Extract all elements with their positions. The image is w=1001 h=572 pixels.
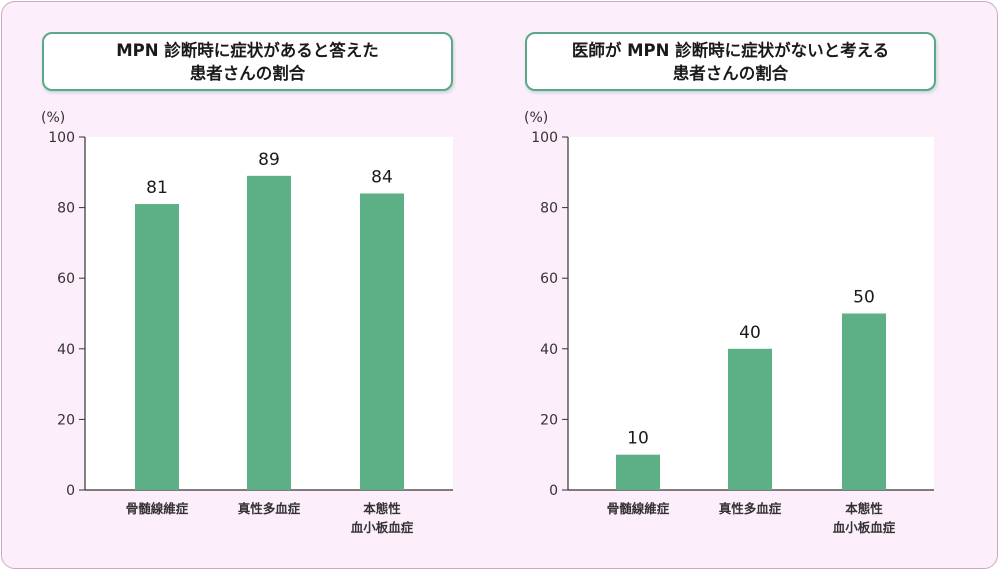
left-y-tick-label: 20 bbox=[57, 412, 75, 428]
right-y-tick-label: 60 bbox=[540, 271, 558, 287]
left-chart-title: MPN 診断時に症状があると答えた 患者さんの割合 bbox=[116, 40, 379, 83]
right-y-unit-label: (%) bbox=[524, 110, 548, 126]
left-bar bbox=[360, 193, 404, 491]
left-chart-title-box: MPN 診断時に症状があると答えた 患者さんの割合 bbox=[42, 32, 453, 91]
right-chart-title: 医師が MPN 診断時に症状がないと考える 患者さんの割合 bbox=[571, 40, 890, 83]
left-y-tick-label: 100 bbox=[48, 130, 75, 146]
left-category-label: 本態性 bbox=[363, 501, 401, 516]
left-category-label: 骨髄線維症 bbox=[126, 501, 189, 516]
left-y-tick-label: 80 bbox=[57, 201, 75, 217]
right-bar bbox=[616, 454, 660, 490]
right-y-tick-label: 20 bbox=[540, 412, 558, 428]
left-category-label: 血小板血症 bbox=[351, 520, 414, 535]
left-bar-value-label: 89 bbox=[258, 150, 280, 170]
right-category-label: 血小板血症 bbox=[833, 520, 896, 535]
right-bar bbox=[728, 348, 772, 490]
right-y-tick-label: 80 bbox=[540, 201, 558, 217]
right-bar-value-label: 10 bbox=[627, 429, 649, 449]
left-y-tick-label: 0 bbox=[66, 483, 75, 499]
right-bar-value-label: 40 bbox=[739, 323, 761, 343]
right-bar-value-label: 50 bbox=[853, 288, 875, 308]
left-bar-value-label: 81 bbox=[146, 178, 168, 198]
left-y-tick-label: 60 bbox=[57, 271, 75, 287]
left-y-tick-label: 40 bbox=[57, 342, 75, 358]
right-bar bbox=[842, 313, 886, 490]
right-y-tick-label: 40 bbox=[540, 342, 558, 358]
left-bar bbox=[135, 204, 179, 490]
right-category-label: 真性多血症 bbox=[719, 501, 782, 516]
right-y-tick-label: 100 bbox=[531, 130, 558, 146]
left-y-unit-label: (%) bbox=[41, 110, 65, 126]
right-category-label: 本態性 bbox=[845, 501, 883, 516]
right-chart-title-box: 医師が MPN 診断時に症状がないと考える 患者さんの割合 bbox=[525, 32, 936, 91]
left-bar bbox=[247, 175, 291, 490]
right-category-label: 骨髄線維症 bbox=[607, 501, 670, 516]
right-y-tick-label: 0 bbox=[549, 483, 558, 499]
left-category-label: 真性多血症 bbox=[238, 501, 301, 516]
left-bar-value-label: 84 bbox=[371, 167, 393, 187]
